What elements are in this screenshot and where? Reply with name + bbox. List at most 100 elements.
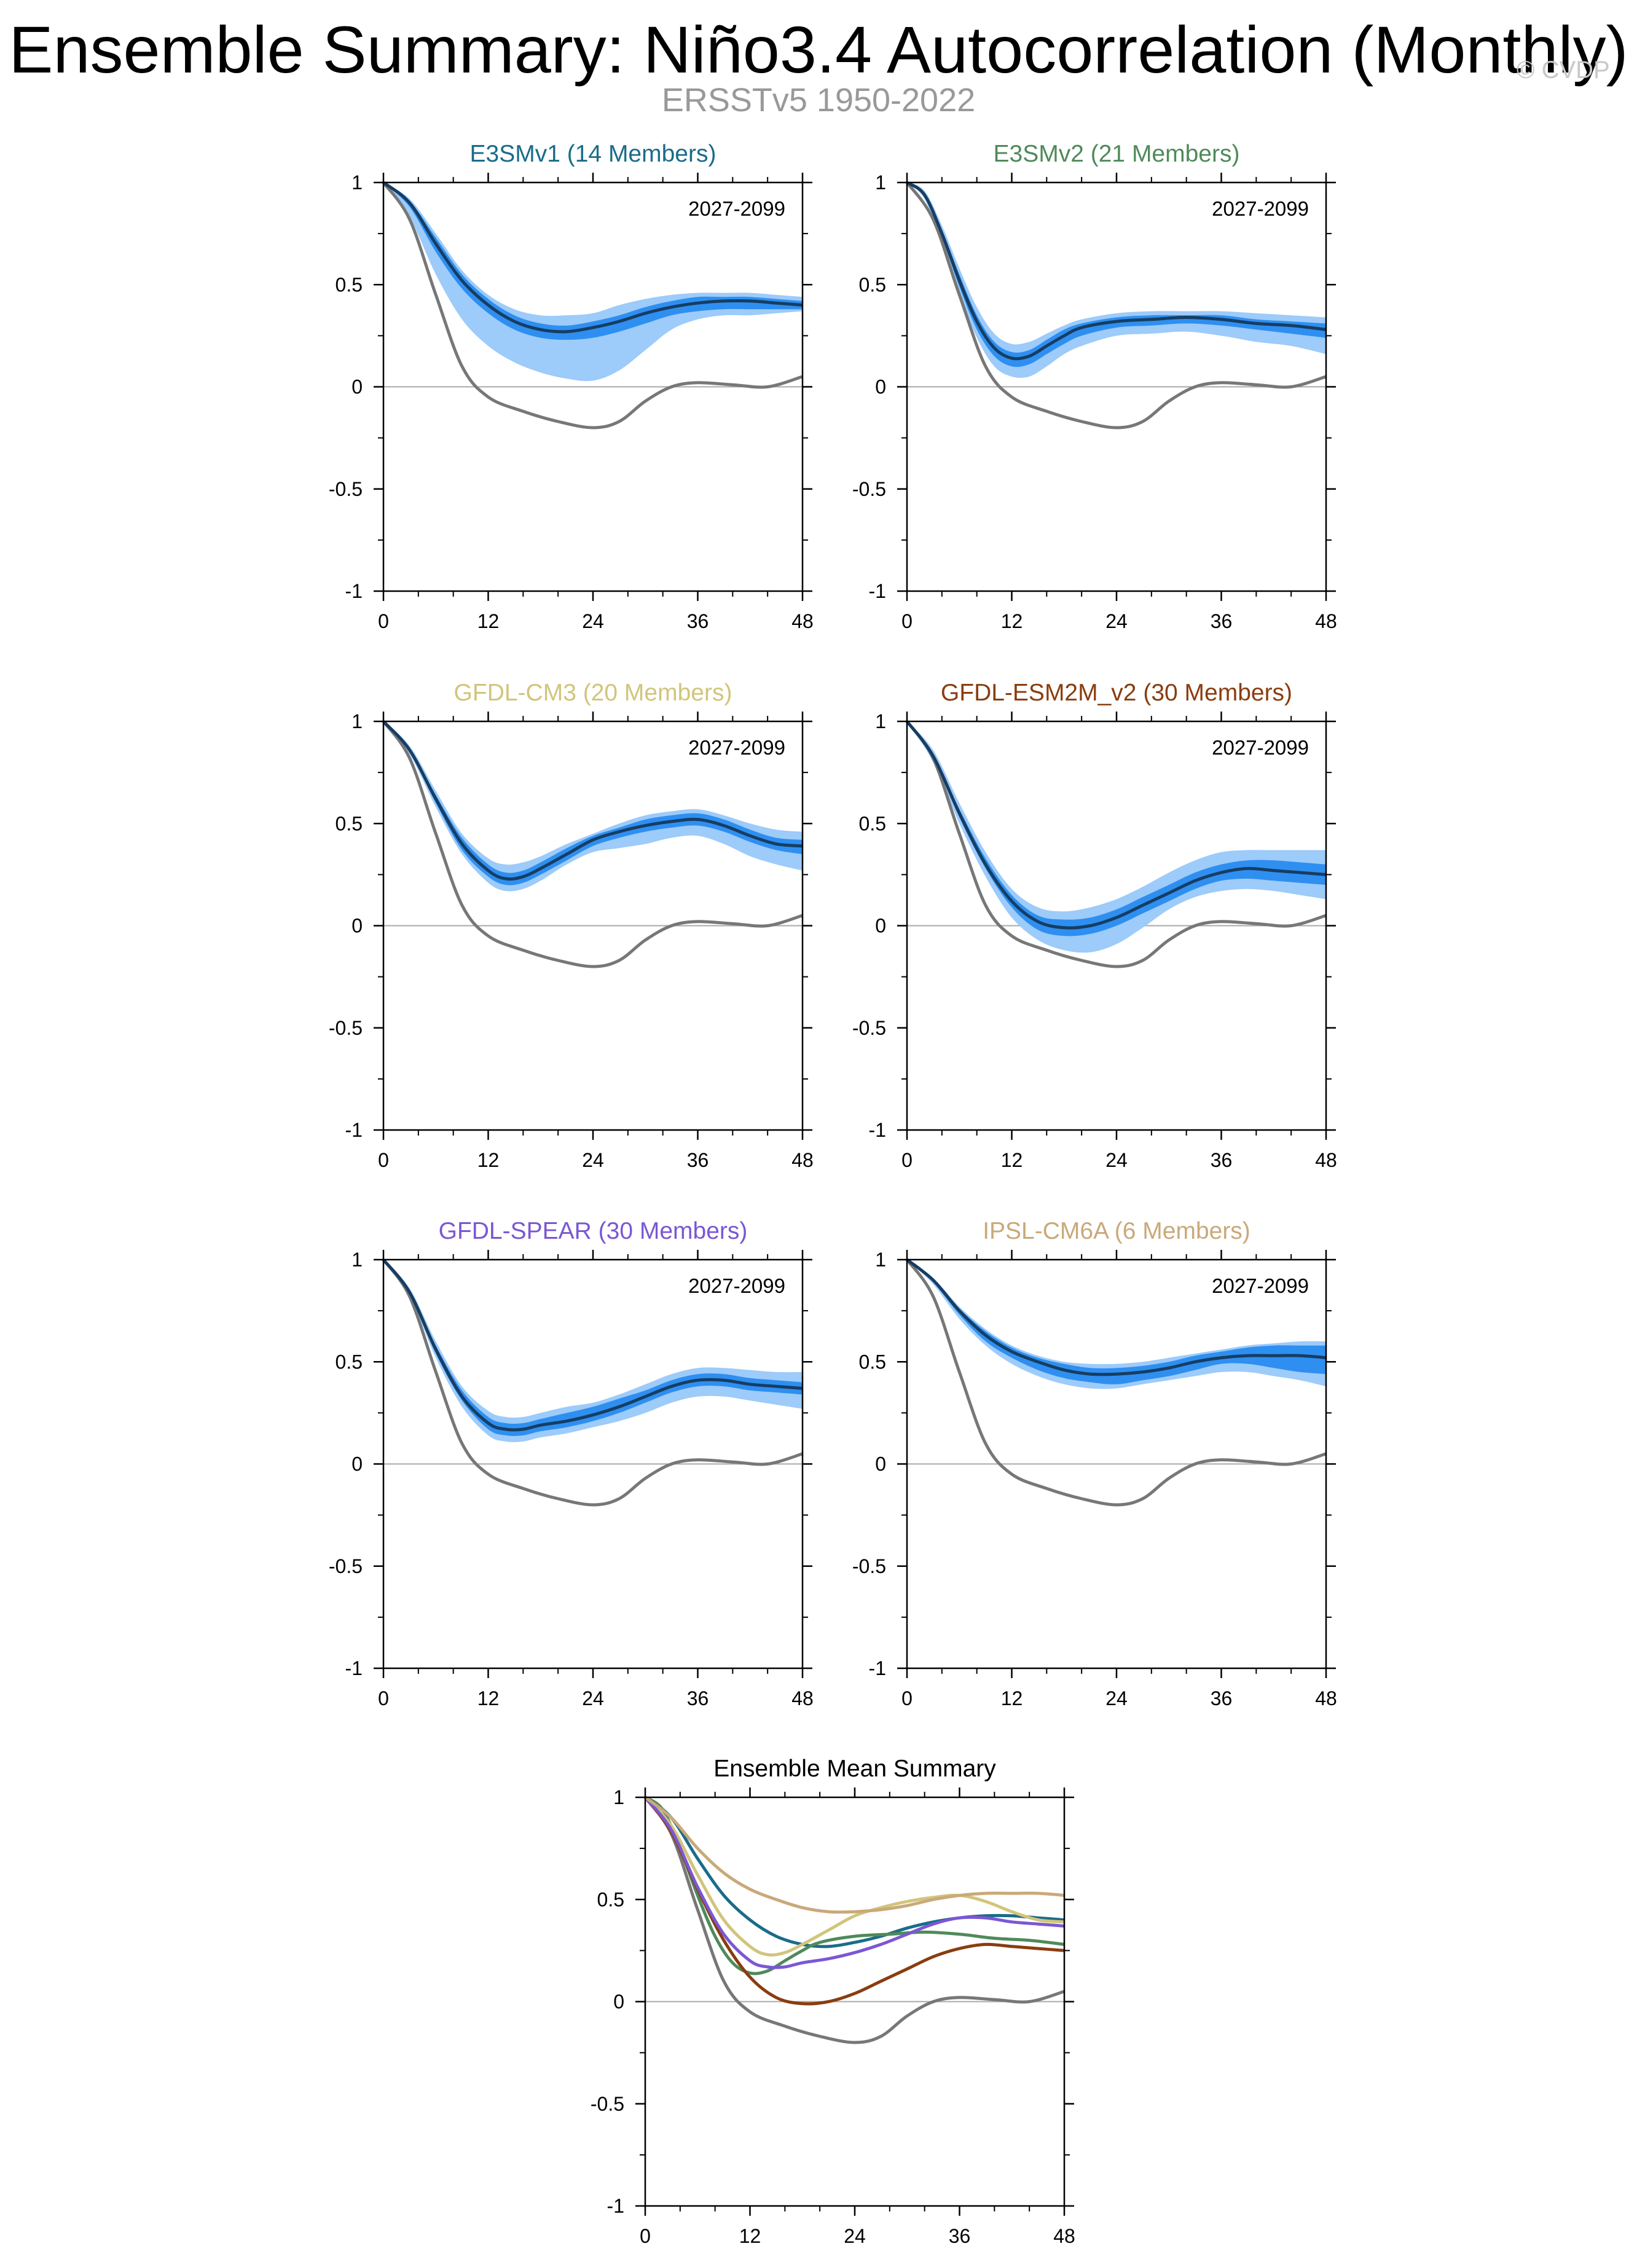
y-tick-label: 0 bbox=[351, 1453, 363, 1475]
y-tick-label: -0.5 bbox=[852, 478, 886, 500]
observed-line bbox=[643, 1796, 1065, 2044]
period-label: 2027-2099 bbox=[1212, 736, 1309, 759]
x-tick-label: 36 bbox=[687, 1149, 709, 1171]
y-tick-label: 1 bbox=[875, 171, 886, 194]
x-tick-label: 36 bbox=[1211, 1149, 1233, 1171]
x-tick-label: 48 bbox=[1053, 2225, 1075, 2247]
series-line-ipsl-cm6a bbox=[644, 1796, 1065, 1914]
chart-panel-2: 0 12 24 36 48 -1 -0.5 0 0.5 1 E3SMv2 (21 Members) 2… bbox=[852, 141, 1337, 632]
y-tick-label: 0 bbox=[875, 915, 886, 937]
x-tick-label: 36 bbox=[687, 1687, 709, 1709]
y-tick-label: 0.5 bbox=[336, 1351, 363, 1373]
x-tick-label: 24 bbox=[1105, 610, 1128, 632]
y-tick-label: -1 bbox=[869, 1119, 886, 1141]
x-tick-label: 36 bbox=[1211, 1687, 1233, 1709]
ensemble-range-band bbox=[383, 182, 803, 382]
chart-panel-7: 0 12 24 36 48 -1 -0.5 0 0.5 1 Ensemble Mean Summar… bbox=[591, 1756, 1075, 2247]
chart-panel-4: 0 12 24 36 48 -1 -0.5 0 0.5 1 GFDL-ESM2M_v2 (30 Me… bbox=[852, 680, 1337, 1171]
y-tick-label: 0.5 bbox=[597, 1888, 624, 1910]
x-tick-label: 24 bbox=[582, 1149, 604, 1171]
y-tick-label: -0.5 bbox=[329, 1017, 363, 1039]
x-tick-label: 36 bbox=[949, 2225, 971, 2247]
period-label: 2027-2099 bbox=[688, 1274, 785, 1297]
chart-panel-5: 0 12 24 36 48 -1 -0.5 0 0.5 1 GFDL-SPEAR (30 Membe… bbox=[329, 1218, 814, 1709]
ensemble-mean-line bbox=[382, 1258, 803, 1432]
ensemble-mean-line bbox=[382, 181, 803, 334]
y-tick-label: -0.5 bbox=[329, 478, 363, 500]
y-tick-label: 0.5 bbox=[859, 273, 886, 296]
y-tick-label: 1 bbox=[351, 171, 363, 194]
period-label: 2027-2099 bbox=[688, 736, 785, 759]
y-tick-label: 0 bbox=[351, 376, 363, 398]
chart-panel-6: 0 12 24 36 48 -1 -0.5 0 0.5 1 IPSL-CM6A (6 Members… bbox=[852, 1218, 1337, 1709]
y-tick-label: 1 bbox=[351, 710, 363, 732]
panel-title: GFDL-CM3 (20 Members) bbox=[454, 680, 732, 706]
y-tick-label: -1 bbox=[345, 1657, 363, 1679]
panel-title: GFDL-SPEAR (30 Members) bbox=[439, 1218, 748, 1244]
chart-panel-3: 0 12 24 36 48 -1 -0.5 0 0.5 1 GFDL-CM3 (20 Members… bbox=[329, 680, 814, 1171]
y-tick-label: -1 bbox=[345, 1119, 363, 1141]
y-tick-label: 0 bbox=[875, 1453, 886, 1475]
x-tick-label: 36 bbox=[1211, 610, 1233, 632]
y-tick-label: 1 bbox=[613, 1786, 624, 1808]
ensemble-range-band bbox=[907, 182, 1326, 378]
y-tick-label: -0.5 bbox=[852, 1017, 886, 1039]
y-tick-label: 0.5 bbox=[859, 812, 886, 834]
x-tick-label: 24 bbox=[1105, 1687, 1128, 1709]
x-tick-label: 24 bbox=[582, 1687, 604, 1709]
ensemble-mean-line bbox=[906, 720, 1327, 930]
y-tick-label: 1 bbox=[351, 1249, 363, 1271]
page-title: Ensemble Summary: Niño3.4 Autocorrelatio… bbox=[9, 12, 1628, 87]
y-tick-label: 0 bbox=[875, 376, 886, 398]
x-tick-label: 24 bbox=[1105, 1149, 1128, 1171]
chart-panel-1: 0 12 24 36 48 -1 -0.5 0 0.5 1 E3SMv1 (14 Members) 2… bbox=[329, 141, 814, 632]
x-tick-label: 48 bbox=[1315, 1687, 1337, 1709]
watermark: © CVDP bbox=[1517, 57, 1610, 84]
y-tick-label: -0.5 bbox=[852, 1555, 886, 1577]
ensemble-mean-line bbox=[906, 181, 1327, 361]
y-tick-label: -0.5 bbox=[329, 1555, 363, 1577]
period-label: 2027-2099 bbox=[1212, 197, 1309, 220]
x-tick-label: 48 bbox=[1315, 1149, 1337, 1171]
x-tick-label: 12 bbox=[1001, 1149, 1023, 1171]
observed-line bbox=[905, 181, 1327, 430]
x-tick-label: 0 bbox=[640, 2225, 651, 2247]
x-tick-label: 48 bbox=[1315, 610, 1337, 632]
series-line-gfdl-cm3 bbox=[644, 1796, 1065, 1957]
panel-title: E3SMv2 (21 Members) bbox=[994, 141, 1240, 167]
observed-line bbox=[382, 1258, 803, 1507]
ensemble-mean-line bbox=[382, 720, 803, 881]
ensemble-spread-band bbox=[383, 182, 803, 340]
page-subtitle: ERSSTv5 1950-2022 bbox=[661, 82, 976, 119]
x-tick-label: 12 bbox=[1001, 610, 1023, 632]
observed-line bbox=[905, 1258, 1327, 1507]
ensemble-range-band bbox=[383, 1260, 803, 1442]
panel-title: GFDL-ESM2M_v2 (30 Members) bbox=[941, 680, 1292, 706]
x-tick-label: 36 bbox=[687, 610, 709, 632]
x-tick-label: 12 bbox=[739, 2225, 761, 2247]
y-tick-label: 0 bbox=[351, 915, 363, 937]
observed-line bbox=[382, 181, 803, 430]
observed-line bbox=[905, 720, 1327, 968]
period-label: 2027-2099 bbox=[1212, 1274, 1309, 1297]
ensemble-range-band bbox=[907, 721, 1326, 953]
panel-title: Ensemble Mean Summary bbox=[713, 1756, 996, 1782]
y-tick-label: -1 bbox=[607, 2195, 624, 2217]
y-tick-label: -0.5 bbox=[591, 2093, 624, 2115]
x-tick-label: 24 bbox=[582, 610, 604, 632]
x-tick-label: 24 bbox=[844, 2225, 866, 2247]
panel-title: IPSL-CM6A (6 Members) bbox=[983, 1218, 1250, 1244]
observed-line bbox=[382, 720, 803, 968]
y-tick-label: 1 bbox=[875, 710, 886, 732]
panel-title: E3SMv1 (14 Members) bbox=[470, 141, 716, 167]
y-tick-label: 0.5 bbox=[859, 1351, 886, 1373]
x-tick-label: 12 bbox=[1001, 1687, 1023, 1709]
x-tick-label: 48 bbox=[791, 1149, 814, 1171]
x-tick-label: 0 bbox=[378, 1149, 389, 1171]
y-tick-label: 0 bbox=[613, 1991, 624, 2013]
x-tick-label: 0 bbox=[901, 1687, 913, 1709]
x-tick-label: 12 bbox=[477, 610, 500, 632]
series-line-e3smv1 bbox=[644, 1795, 1065, 1948]
x-tick-label: 0 bbox=[901, 610, 913, 632]
